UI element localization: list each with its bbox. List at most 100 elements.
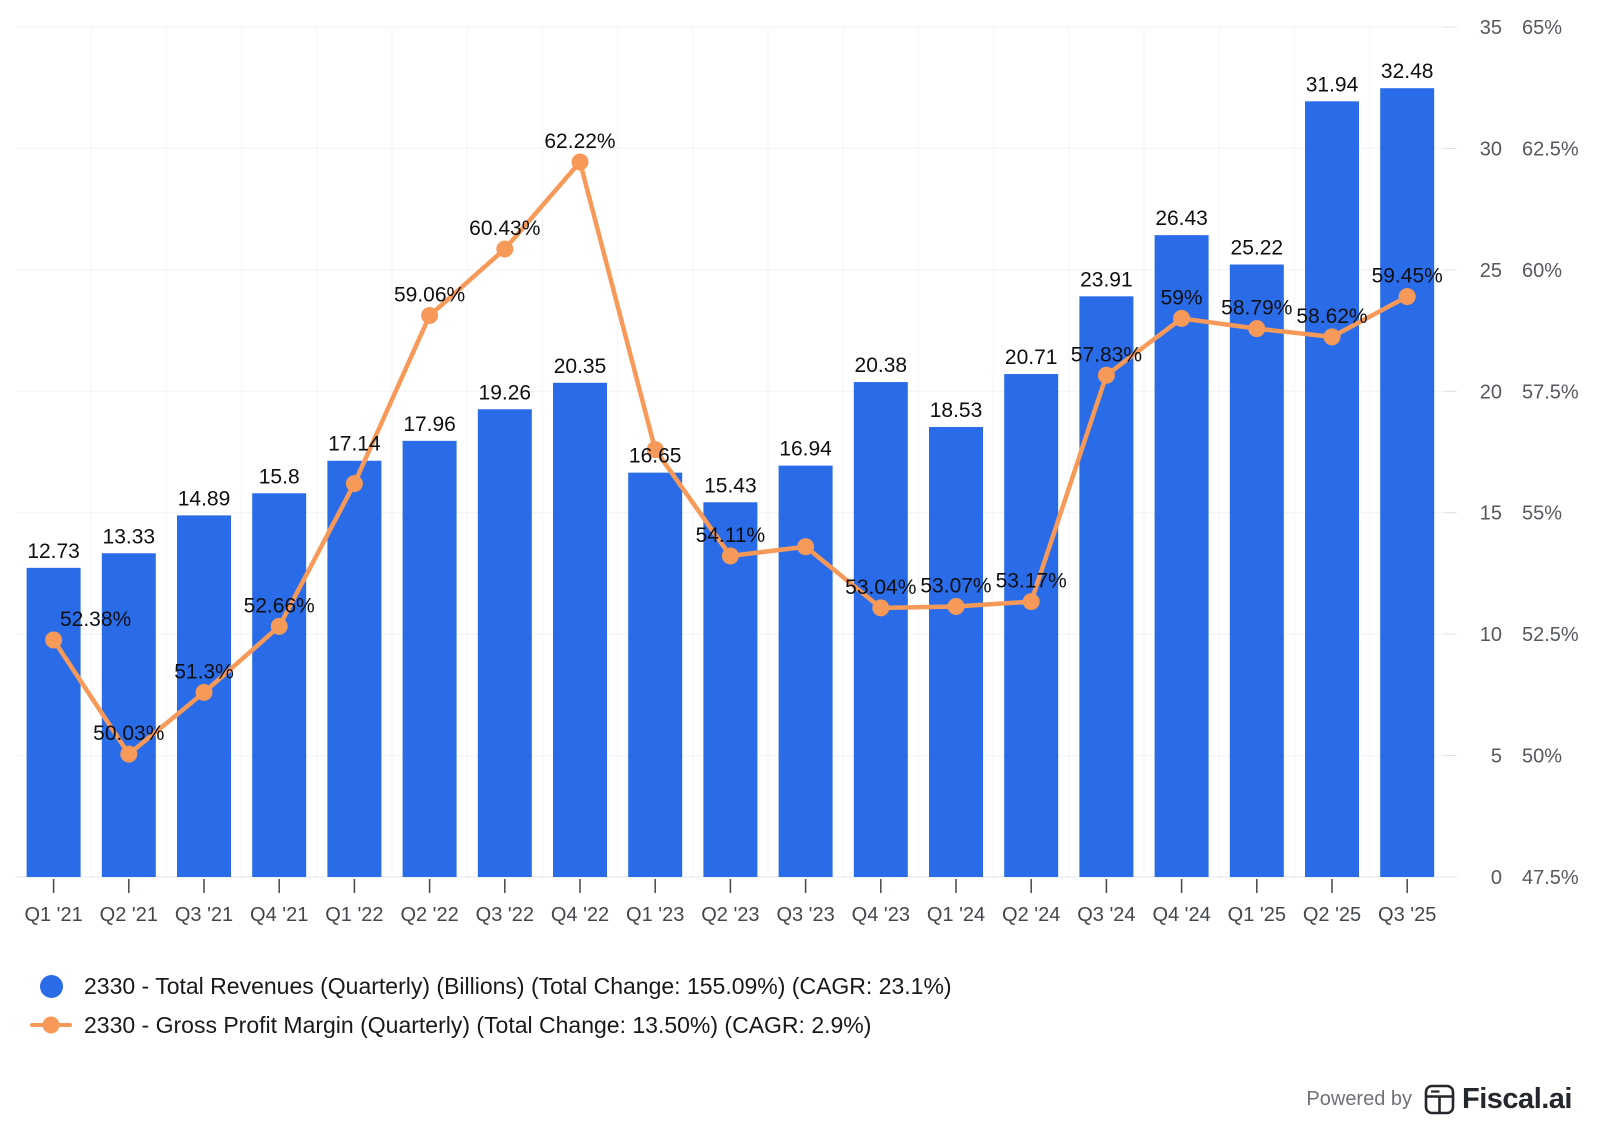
x-axis-label: Q4 '22 (551, 904, 609, 926)
bar-value-label: 12.73 (27, 540, 80, 563)
margin-point-10[interactable] (721, 547, 739, 565)
margin-value-label: 59.06% (394, 284, 465, 307)
x-axis-label: Q1 '21 (24, 904, 82, 926)
legend-item-gross-profit-margin[interactable]: 2330 - Gross Profit Margin (Quarterly) (… (19, 1010, 1600, 1040)
bar-value-label: 19.26 (479, 381, 532, 404)
margin-point-18[interactable] (1323, 328, 1341, 346)
revenue-bar-8[interactable] (553, 382, 607, 877)
margin-value-label: 62.22% (544, 130, 615, 153)
revenue-bar-18[interactable] (1305, 101, 1359, 878)
margin-axis-label: 50% (1522, 746, 1562, 768)
revenue-axis-label: 5 (1491, 746, 1502, 768)
revenue-bar-16[interactable] (1154, 235, 1209, 878)
x-axis-label: Q1 '23 (626, 904, 684, 926)
margin-point-16[interactable] (1173, 309, 1191, 327)
fiscal-ai-logo-icon (1424, 1084, 1455, 1115)
bar-value-label: 15.8 (259, 465, 300, 488)
margin-point-4[interactable] (270, 617, 288, 635)
margin-point-5[interactable] (345, 475, 363, 493)
footer: Powered by Fiscal.ai (1306, 1083, 1572, 1116)
margin-point-11[interactable] (797, 538, 815, 556)
revenue-bar-17[interactable] (1229, 264, 1284, 877)
margin-axis-label: 55% (1522, 503, 1562, 525)
revenue-bar-5[interactable] (327, 460, 382, 877)
revenue-bar-11[interactable] (778, 465, 833, 877)
bar-value-label: 15.43 (704, 474, 757, 497)
margin-value-label: 58.62% (1296, 305, 1367, 328)
revenue-series-marker-icon (39, 974, 63, 998)
fiscal-ai-link[interactable]: Fiscal.ai (1424, 1083, 1572, 1116)
margin-value-label: 57.83% (1071, 343, 1142, 366)
revenue-axis-label: 35 (1480, 17, 1502, 39)
revenue-bar-14[interactable] (1004, 374, 1059, 877)
bar-value-label: 32.48 (1381, 60, 1434, 83)
x-axis-label: Q2 '25 (1303, 904, 1361, 926)
margin-value-label: 53.04% (845, 576, 916, 599)
revenue-bar-9[interactable] (628, 472, 683, 877)
margin-value-label: 54.11% (696, 524, 766, 547)
bar-value-label: 20.71 (1005, 346, 1058, 369)
revenue-axis-label: 20 (1480, 381, 1502, 403)
margin-point-2[interactable] (120, 745, 138, 763)
margin-point-9[interactable] (646, 441, 664, 459)
bar-value-label: 31.94 (1306, 73, 1359, 96)
margin-point-1[interactable] (45, 631, 63, 649)
legend-item-total-revenues[interactable]: 2330 - Total Revenues (Quarterly) (Billi… (19, 971, 1600, 1001)
revenue-bar-13[interactable] (929, 426, 983, 877)
revenue-axis-label: 0 (1491, 867, 1502, 889)
revenue-axis-label: 10 (1480, 624, 1502, 646)
x-axis-label: Q2 '24 (1002, 904, 1060, 926)
x-axis-label: Q3 '22 (476, 904, 534, 926)
revenue-bar-12[interactable] (853, 382, 908, 877)
margin-value-label: 59% (1161, 286, 1203, 309)
x-axis-label: Q1 '24 (927, 904, 985, 926)
margin-value-label: 52.66% (244, 594, 315, 617)
margin-axis-label: 52.5% (1522, 624, 1579, 646)
chart-legend: 2330 - Total Revenues (Quarterly) (Billi… (19, 971, 1600, 1040)
revenue-axis-label: 30 (1480, 138, 1502, 160)
revenue-bar-15[interactable] (1079, 296, 1134, 877)
margin-series-marker-dot-icon (42, 1016, 60, 1034)
margin-value-label: 50.03% (93, 722, 164, 745)
margin-point-15[interactable] (1097, 366, 1115, 384)
bar-value-label: 20.35 (554, 355, 607, 378)
bar-value-label: 17.14 (328, 433, 381, 456)
margin-point-13[interactable] (947, 597, 965, 615)
margin-point-17[interactable] (1248, 320, 1266, 338)
revenue-axis-label: 15 (1480, 503, 1502, 525)
x-axis-label: Q3 '21 (175, 904, 233, 926)
bar-value-label: 25.22 (1231, 237, 1284, 260)
revenue-bar-19[interactable] (1380, 88, 1435, 877)
margin-point-19[interactable] (1398, 288, 1416, 306)
x-axis-label: Q1 '22 (325, 904, 383, 926)
revenue-bar-1[interactable] (26, 567, 81, 877)
margin-value-label: 58.79% (1221, 297, 1292, 320)
margin-point-12[interactable] (872, 599, 890, 617)
revenue-bar-4[interactable] (252, 493, 307, 877)
revenue-bar-6[interactable] (402, 440, 457, 877)
x-axis-label: Q4 '24 (1152, 904, 1210, 926)
revenue-bar-7[interactable] (477, 409, 532, 877)
margin-point-7[interactable] (496, 240, 514, 258)
bar-value-label: 16.65 (629, 445, 682, 468)
revenue-bar-10[interactable] (703, 502, 758, 877)
x-axis-label: Q2 '22 (400, 904, 458, 926)
revenue-axis-label: 25 (1480, 260, 1502, 282)
x-axis-label: Q1 '25 (1228, 904, 1286, 926)
x-axis-label: Q2 '23 (701, 904, 759, 926)
margin-axis-label: 60% (1522, 260, 1562, 282)
margin-point-14[interactable] (1022, 593, 1040, 611)
margin-point-8[interactable] (571, 153, 589, 171)
revenue-bar-2[interactable] (101, 553, 156, 877)
bar-value-label: 17.96 (403, 413, 456, 436)
margin-axis-label: 57.5% (1522, 381, 1579, 403)
margin-point-6[interactable] (421, 307, 439, 325)
legend-label-gross-profit-margin: 2330 - Gross Profit Margin (Quarterly) (… (84, 1011, 872, 1038)
x-axis-label: Q4 '21 (250, 904, 308, 926)
margin-axis-label: 62.5% (1522, 138, 1579, 160)
bar-value-label: 23.91 (1080, 268, 1133, 291)
x-axis-label: Q4 '23 (852, 904, 910, 926)
margin-point-3[interactable] (195, 683, 213, 701)
margin-series-marker-icon (30, 1016, 72, 1034)
